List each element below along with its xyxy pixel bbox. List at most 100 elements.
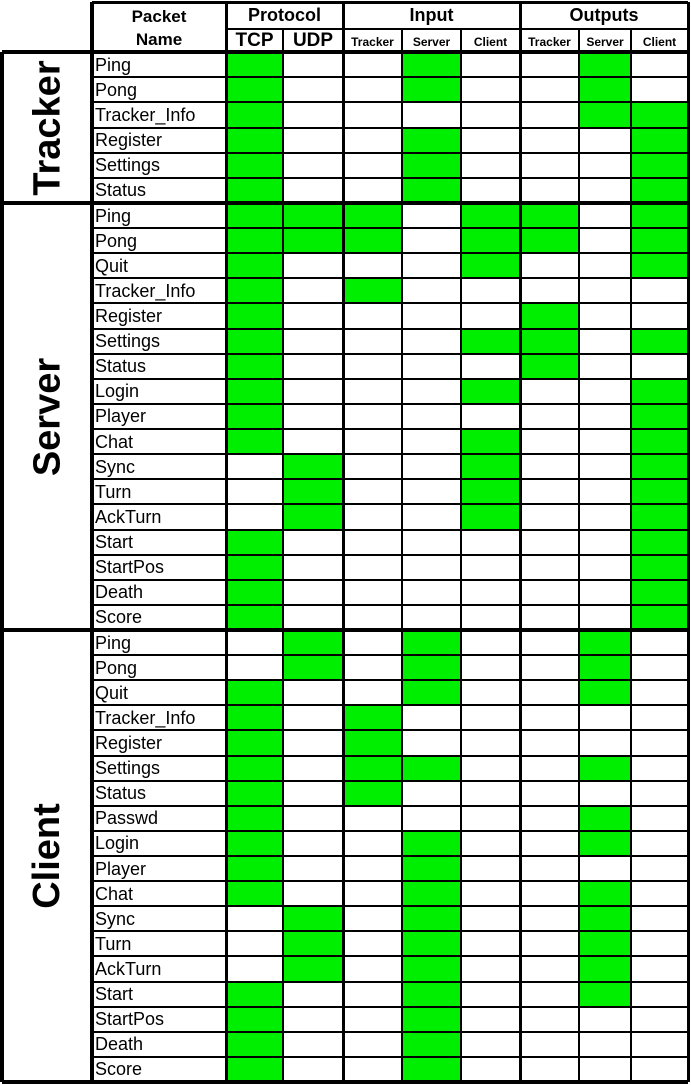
grid-line-v [282, 29, 284, 1082]
mark-cell [283, 454, 343, 480]
packet-name-cell: Status [95, 783, 147, 804]
mark-cell [226, 102, 283, 128]
packet-name-cell: AckTurn [95, 506, 162, 527]
mark-cell [402, 680, 461, 706]
grid-line-h [92, 905, 688, 908]
grid-line-h [92, 553, 688, 556]
mark-cell [631, 378, 688, 404]
mark-cell [579, 102, 631, 128]
grid-line-h [92, 679, 688, 682]
mark-cell [226, 830, 283, 856]
grid-line-h [92, 1005, 688, 1008]
packet-name-cell: Start [95, 532, 134, 553]
mark-cell [343, 705, 402, 731]
grid-line-h [92, 402, 688, 405]
grid-line-h [92, 377, 688, 380]
mark-cell [402, 152, 461, 178]
packet-name-cell: Chat [95, 431, 134, 452]
sub-header-input-client: Client [473, 35, 508, 49]
mark-cell [226, 705, 283, 731]
packet-name-cell: Register [95, 306, 163, 327]
grid-line-h [92, 352, 688, 355]
mark-cell [631, 403, 688, 430]
grid-line-h [92, 704, 688, 707]
grid-line-h [92, 779, 688, 782]
mark-cell [402, 52, 461, 78]
grid-line-v [401, 29, 403, 1082]
packet-name-cell: Ping [95, 632, 132, 653]
group-header-protocol: Protocol [247, 5, 321, 25]
mark-cell [226, 755, 283, 781]
mark-cell [226, 152, 283, 178]
grid-line-v [460, 29, 462, 1082]
mark-cell [520, 353, 579, 379]
mark-cell [631, 177, 688, 203]
mark-cell [579, 77, 631, 103]
packet-name-cell: Quit [95, 682, 129, 703]
mark-cell [402, 77, 461, 103]
mark-cell [402, 956, 461, 982]
mark-cell [631, 203, 688, 229]
mark-cell [520, 203, 579, 229]
sub-header-protocol-udp: UDP [292, 30, 334, 51]
grid-line-h [92, 478, 688, 481]
mark-cell [579, 906, 631, 932]
packet-name-cell: Ping [95, 54, 132, 75]
mark-cell [226, 278, 283, 304]
section-label-server: Server [25, 357, 68, 476]
mark-cell [226, 579, 283, 605]
packet-name-cell: Chat [95, 883, 134, 904]
packet-name-cell: Sync [95, 908, 136, 929]
grid-line-h [92, 227, 688, 230]
packet-name-cell: Score [95, 1059, 143, 1080]
grid-line-h [92, 578, 688, 581]
section-label-client: Client [25, 803, 68, 909]
mark-cell [226, 52, 283, 78]
grid-line-h [92, 804, 688, 807]
packet-name-cell: Player [95, 406, 147, 427]
mark-cell [283, 655, 343, 681]
mark-cell [283, 931, 343, 957]
grid-line-h [92, 252, 688, 255]
mark-cell [402, 1006, 461, 1032]
mark-cell [461, 228, 520, 254]
packet-name-cell: Pong [95, 230, 138, 251]
mark-cell [461, 454, 520, 480]
packet-name-cell: Login [95, 381, 140, 402]
mark-cell [343, 730, 402, 756]
packet-name-cell: Register [95, 130, 163, 151]
section-label-tracker: Tracker [25, 59, 68, 196]
packet-name-cell: Pong [95, 79, 138, 100]
packet-name-cell: Player [95, 858, 147, 879]
sub-header-input-server: Server [412, 35, 451, 49]
mark-cell [461, 253, 520, 279]
group-header-outputs: Outputs [569, 5, 639, 25]
packet-name-cell: Settings [95, 758, 161, 779]
mark-cell [402, 177, 461, 203]
mark-cell [283, 630, 343, 656]
mark-cell [226, 604, 283, 630]
packet-name-cell: AckTurn [95, 958, 162, 979]
mark-cell [402, 630, 461, 656]
mark-cell [631, 504, 688, 530]
mark-cell [402, 931, 461, 957]
packet-name-header-line2: Name [135, 30, 183, 49]
mark-cell [461, 429, 520, 455]
mark-cell [402, 127, 461, 153]
mark-cell [283, 504, 343, 530]
mark-cell [343, 228, 402, 254]
mark-cell [520, 303, 579, 329]
mark-cell [631, 554, 688, 580]
grid-line-h [92, 1055, 688, 1058]
mark-cell [402, 655, 461, 681]
grid-line-h [92, 503, 688, 506]
grid-line-h [92, 126, 688, 129]
packet-name-cell: Settings [95, 155, 161, 176]
packet-name-cell: Register [95, 732, 163, 753]
packet-name-header-line1: Packet [131, 7, 187, 26]
sub-header-input-tracker: Tracker [351, 35, 394, 49]
mark-cell [461, 328, 520, 354]
packet-name-cell: Turn [95, 933, 132, 954]
packet-name-cell: Death [95, 582, 144, 603]
